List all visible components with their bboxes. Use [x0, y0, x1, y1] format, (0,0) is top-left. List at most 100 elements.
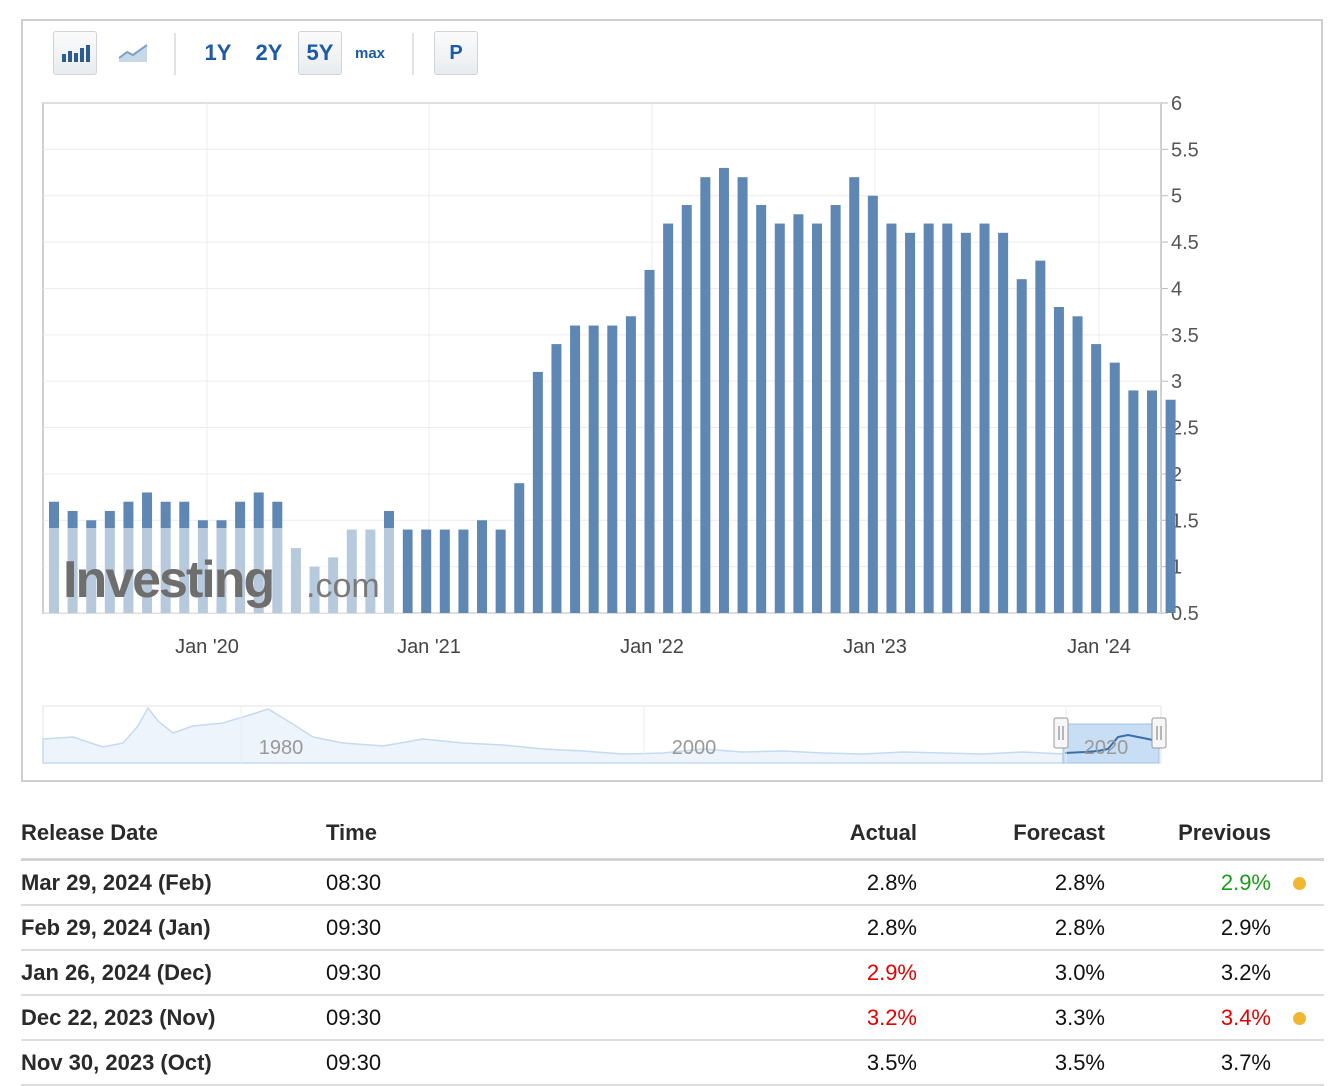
chart-bar [905, 232, 916, 613]
toolbar-divider [174, 33, 176, 75]
previous-cell: 2.9% [1105, 859, 1271, 906]
table-row: Nov 30, 2023 (Oct) 09:30 3.5% 3.5% 3.7% [21, 1040, 1324, 1086]
forecast-cell: 3.3% [917, 995, 1105, 1041]
navigator-label: 2000 [672, 737, 717, 759]
y-tick-label: 5.5 [1171, 139, 1199, 161]
range-5y-button[interactable]: 5Y [298, 31, 342, 75]
chart-bar [458, 529, 469, 613]
chart-bar [700, 177, 711, 613]
chart-bar [1128, 390, 1139, 613]
chart-bar [588, 325, 599, 613]
chart-bar [718, 167, 729, 613]
line-chart-icon [118, 44, 148, 62]
y-tick-label: 4.5 [1171, 232, 1199, 254]
table-row: Dec 22, 2023 (Nov) 09:30 3.2% 3.3% 3.4% [21, 995, 1324, 1041]
p-button[interactable]: P [434, 31, 478, 75]
chart-bar [477, 520, 488, 613]
y-tick-label: 5 [1171, 186, 1182, 208]
bar-chart-button[interactable] [53, 31, 97, 75]
table-row: Mar 29, 2024 (Feb) 08:30 2.8% 2.8% 2.9% [21, 859, 1324, 906]
toolbar-divider [412, 33, 414, 75]
chart-bar [514, 483, 525, 613]
chart-svg: 6 5.5 5 4.5 4 3.5 3 2.5 2 1.5 1 0.5 Jan '20 Jan '21 Ja… [42, 93, 1199, 764]
watermark-logo: Investing [63, 551, 273, 609]
release-date-cell: Nov 30, 2023 (Oct) [21, 1040, 326, 1086]
chart-bar [1091, 344, 1102, 613]
previous-cell: 3.4% [1105, 995, 1271, 1041]
revision-indicator-cell [1271, 859, 1324, 906]
chart-bar [402, 529, 413, 613]
chart-bar [551, 344, 562, 613]
data-table: Release Date Time Actual Forecast Previo… [21, 808, 1324, 1086]
release-date-cell: Jan 26, 2024 (Dec) [21, 950, 326, 996]
x-tick-label: Jan '20 [175, 636, 239, 658]
chart-bar [960, 232, 971, 613]
chart-bar [1016, 279, 1027, 613]
bar-chart-icon [62, 45, 90, 62]
header-forecast[interactable]: Forecast [917, 808, 1105, 861]
chart-bar [998, 232, 1009, 613]
x-tick-label: Jan '24 [1067, 636, 1131, 658]
previous-cell: 2.9% [1105, 905, 1271, 951]
y-tick-label: 3.5 [1171, 325, 1199, 347]
navigator-selection [1062, 723, 1160, 764]
release-date-cell: Mar 29, 2024 (Feb) [21, 859, 326, 906]
chart-bar [439, 529, 450, 613]
y-tick-label: 3 [1171, 371, 1182, 393]
chart-bar [886, 223, 897, 613]
chart-bar [607, 325, 618, 613]
chart-bar [812, 223, 823, 613]
line-chart-button[interactable] [111, 31, 155, 75]
chart-bar [663, 223, 674, 613]
x-tick-label: Jan '23 [843, 636, 907, 658]
header-time[interactable]: Time [326, 808, 746, 861]
chart-bar [570, 325, 581, 613]
range-2y-button[interactable]: 2Y [255, 40, 283, 65]
chart-bar [849, 177, 860, 613]
chart-bar [979, 223, 990, 613]
release-date-cell: Dec 22, 2023 (Nov) [21, 995, 326, 1041]
chart-bar [867, 195, 878, 613]
y-tick-label: 1.5 [1171, 510, 1199, 532]
previous-cell: 3.2% [1105, 950, 1271, 996]
revision-indicator-cell [1271, 995, 1324, 1041]
chart-bar [495, 529, 506, 613]
y-tick-label: 2.5 [1171, 418, 1199, 440]
chart-bar [774, 223, 785, 613]
chart-bar [644, 269, 655, 613]
actual-cell: 2.8% [746, 859, 917, 906]
forecast-cell: 3.5% [917, 1040, 1105, 1086]
release-date-cell: Feb 29, 2024 (Jan) [21, 905, 326, 951]
y-tick-label: 2 [1171, 464, 1182, 486]
revised-dot-icon[interactable] [1293, 877, 1306, 891]
actual-cell: 2.9% [746, 950, 917, 996]
chart-bar [923, 223, 934, 613]
forecast-cell: 3.0% [917, 950, 1105, 996]
chart-bar [421, 529, 432, 613]
time-cell: 08:30 [326, 859, 746, 906]
actual-cell: 2.8% [746, 905, 917, 951]
navigator-handle[interactable] [1053, 717, 1069, 749]
revised-dot-icon[interactable] [1293, 1012, 1306, 1026]
header-spacer [1271, 808, 1324, 861]
chart-bar [830, 205, 841, 613]
previous-cell: 3.7% [1105, 1040, 1271, 1086]
watermark-backdrop [45, 528, 403, 613]
chart-bar [1146, 390, 1157, 613]
x-tick-label: Jan '21 [397, 636, 461, 658]
y-tick-label: 0.5 [1171, 603, 1199, 625]
revision-indicator-cell [1271, 905, 1324, 951]
navigator-label: 1980 [259, 737, 304, 759]
time-cell: 09:30 [326, 950, 746, 996]
chart-bar [942, 223, 953, 613]
chart-bar [681, 205, 692, 613]
header-release-date[interactable]: Release Date [21, 808, 326, 861]
chart-bar [625, 316, 636, 613]
header-actual[interactable]: Actual [746, 808, 917, 861]
x-tick-label: Jan '22 [620, 636, 684, 658]
range-max-button[interactable]: max [354, 44, 386, 62]
chart-panel: 1Y 2Y 5Y max P 6 5.5 5 4.5 4 3.5 3 2.5 2 1.5 1 0.5 J… [21, 19, 1323, 782]
navigator-handle[interactable] [1151, 717, 1167, 749]
header-previous[interactable]: Previous [1105, 808, 1271, 861]
range-1y-button[interactable]: 1Y [204, 40, 232, 65]
